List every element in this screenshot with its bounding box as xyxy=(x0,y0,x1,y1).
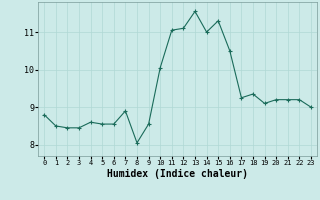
X-axis label: Humidex (Indice chaleur): Humidex (Indice chaleur) xyxy=(107,169,248,179)
